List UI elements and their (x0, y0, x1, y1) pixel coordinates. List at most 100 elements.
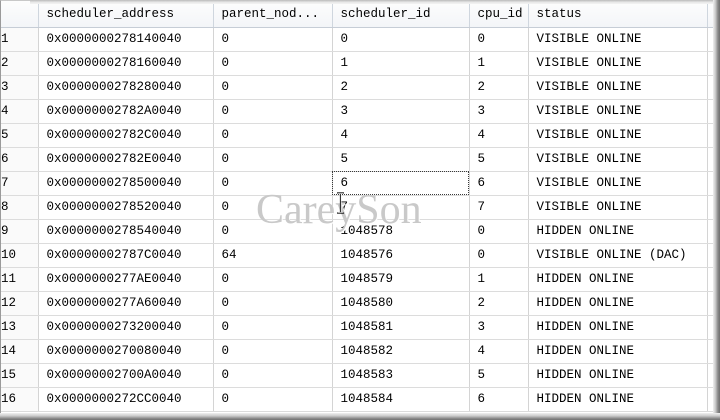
table-row[interactable]: 3 0x0000000278280040 0 2 2 VISIBLE ONLINE (1, 75, 720, 100)
row-number[interactable]: 16 (1, 387, 39, 412)
cell-scheduler-id[interactable]: 1048578 (332, 219, 470, 244)
table-row[interactable]: 7 0x0000000278500040 0 6 6 VISIBLE ONLINE (1, 171, 720, 196)
cell-parent-node[interactable]: 0 (213, 195, 333, 220)
table-row[interactable]: 9 0x0000000278540040 0 1048578 0 HIDDEN ONLIN… (1, 219, 720, 244)
cell-status[interactable]: VISIBLE ONLINE (528, 51, 708, 76)
table-row[interactable]: 6 0x00000002782E0040 0 5 5 VISIBLE ONLINE (1, 147, 720, 172)
cell-scheduler-id[interactable]: 5 (332, 147, 470, 172)
row-number[interactable]: 8 (1, 195, 39, 220)
cell-cpu-id[interactable]: 0 (469, 243, 529, 268)
column-header-scheduler-id[interactable]: scheduler_id (332, 1, 470, 28)
row-number-column-header[interactable] (1, 1, 39, 28)
cell-scheduler-address[interactable]: 0x0000000277AE0040 (38, 267, 214, 292)
row-number[interactable]: 9 (1, 219, 39, 244)
column-header-status[interactable]: status (528, 1, 708, 28)
table-row[interactable]: 10 0x00000002787C0040 64 1048576 0 VISIBLE ON… (1, 243, 720, 268)
cell-status[interactable]: HIDDEN ONLINE (528, 315, 708, 340)
row-number[interactable]: 7 (1, 171, 39, 196)
table-row[interactable]: 5 0x00000002782C0040 0 4 4 VISIBLE ONLINE (1, 123, 720, 148)
row-number[interactable]: 12 (1, 291, 39, 316)
cell-cpu-id[interactable]: 5 (469, 147, 529, 172)
row-number[interactable]: 4 (1, 99, 39, 124)
cell-cpu-id[interactable]: 6 (469, 387, 529, 412)
cell-scheduler-id[interactable]: 1 (332, 51, 470, 76)
row-number[interactable]: 5 (1, 123, 39, 148)
row-number[interactable]: 15 (1, 363, 39, 388)
column-header-cpu-id[interactable]: cpu_id (469, 1, 529, 28)
row-number[interactable]: 13 (1, 315, 39, 340)
row-number[interactable]: 6 (1, 147, 39, 172)
table-row[interactable]: 4 0x00000002782A0040 0 3 3 VISIBLE ONLINE (1, 99, 720, 124)
cell-status[interactable]: HIDDEN ONLINE (528, 387, 708, 412)
cell-scheduler-address[interactable]: 0x0000000270080040 (38, 339, 214, 364)
cell-scheduler-id[interactable]: 1048576 (332, 243, 470, 268)
cell-status[interactable]: HIDDEN ONLINE (528, 363, 708, 388)
cell-parent-node[interactable]: 0 (213, 51, 333, 76)
row-number[interactable]: 14 (1, 339, 39, 364)
table-row[interactable]: 13 0x0000000273200040 0 1048581 3 HIDDEN ONLI… (1, 315, 720, 340)
cell-parent-node[interactable]: 0 (213, 267, 333, 292)
cell-scheduler-address[interactable]: 0x0000000272CC0040 (38, 387, 214, 412)
table-row[interactable]: 12 0x0000000277A60040 0 1048580 2 HIDDEN ONLI… (1, 291, 720, 316)
cell-scheduler-id[interactable]: 1048579 (332, 267, 470, 292)
cell-scheduler-address[interactable]: 0x0000000278520040 (38, 195, 214, 220)
cell-status[interactable]: VISIBLE ONLINE (528, 123, 708, 148)
cell-parent-node[interactable]: 0 (213, 363, 333, 388)
cell-cpu-id[interactable]: 2 (469, 75, 529, 100)
cell-parent-node[interactable]: 0 (213, 147, 333, 172)
cell-scheduler-address[interactable]: 0x0000000278540040 (38, 219, 214, 244)
table-row[interactable]: 15 0x00000002700A0040 0 1048583 5 HIDDEN ONLI… (1, 363, 720, 388)
cell-parent-node[interactable]: 0 (213, 75, 333, 100)
selected-cell[interactable]: 6 (332, 171, 470, 196)
cell-scheduler-address[interactable]: 0x00000002787C0040 (38, 243, 214, 268)
row-number[interactable]: 2 (1, 51, 39, 76)
cell-scheduler-address[interactable]: 0x0000000278500040 (38, 171, 214, 196)
cell-scheduler-address[interactable]: 0x0000000278160040 (38, 51, 214, 76)
cell-scheduler-id[interactable]: 0 (332, 27, 470, 52)
cell-parent-node[interactable]: 0 (213, 27, 333, 52)
cell-cpu-id[interactable]: 3 (469, 99, 529, 124)
row-number[interactable]: 11 (1, 267, 39, 292)
cell-scheduler-address[interactable]: 0x00000002700A0040 (38, 363, 214, 388)
cell-cpu-id[interactable]: 1 (469, 51, 529, 76)
cell-parent-node[interactable]: 0 (213, 339, 333, 364)
table-row[interactable]: 1 0x0000000278140040 0 0 0 VISIBLE ONLINE (1, 27, 720, 52)
cell-parent-node[interactable]: 0 (213, 291, 333, 316)
cell-cpu-id[interactable]: 6 (469, 171, 529, 196)
cell-cpu-id[interactable]: 7 (469, 195, 529, 220)
cell-cpu-id[interactable]: 2 (469, 291, 529, 316)
cell-cpu-id[interactable]: 4 (469, 123, 529, 148)
cell-scheduler-address[interactable]: 0x0000000278140040 (38, 27, 214, 52)
table-row[interactable]: 8 0x0000000278520040 0 7 7 VISIBLE ONLINE (1, 195, 720, 220)
table-row[interactable]: 2 0x0000000278160040 0 1 1 VISIBLE ONLINE (1, 51, 720, 76)
cell-parent-node[interactable]: 0 (213, 99, 333, 124)
cell-scheduler-address[interactable]: 0x0000000273200040 (38, 315, 214, 340)
row-number[interactable]: 10 (1, 243, 39, 268)
cell-scheduler-id[interactable]: 4 (332, 123, 470, 148)
cell-cpu-id[interactable]: 3 (469, 315, 529, 340)
cell-scheduler-id[interactable]: 1048584 (332, 387, 470, 412)
cell-cpu-id[interactable]: 4 (469, 339, 529, 364)
table-row[interactable]: 16 0x0000000272CC0040 0 1048584 6 HIDDEN ONLI… (1, 387, 720, 412)
cell-scheduler-id[interactable]: 7 (332, 195, 470, 220)
cell-cpu-id[interactable]: 1 (469, 267, 529, 292)
cell-parent-node[interactable]: 0 (213, 315, 333, 340)
cell-status[interactable]: VISIBLE ONLINE (528, 147, 708, 172)
cell-status[interactable]: HIDDEN ONLINE (528, 267, 708, 292)
cell-status[interactable]: VISIBLE ONLINE (DAC) (528, 243, 708, 268)
cell-scheduler-id[interactable]: 1048583 (332, 363, 470, 388)
cell-scheduler-id[interactable]: 1048581 (332, 315, 470, 340)
cell-status[interactable]: VISIBLE ONLINE (528, 27, 708, 52)
table-row[interactable]: 11 0x0000000277AE0040 0 1048579 1 HIDDEN ONLI… (1, 267, 720, 292)
cell-cpu-id[interactable]: 0 (469, 27, 529, 52)
cell-scheduler-id[interactable]: 1048580 (332, 291, 470, 316)
cell-scheduler-address[interactable]: 0x00000002782E0040 (38, 147, 214, 172)
cell-scheduler-address[interactable]: 0x0000000278280040 (38, 75, 214, 100)
cell-scheduler-id[interactable]: 3 (332, 99, 470, 124)
cell-status[interactable]: VISIBLE ONLINE (528, 195, 708, 220)
cell-cpu-id[interactable]: 0 (469, 219, 529, 244)
cell-scheduler-address[interactable]: 0x0000000277A60040 (38, 291, 214, 316)
cell-scheduler-id[interactable]: 1048582 (332, 339, 470, 364)
cell-parent-node[interactable]: 0 (213, 123, 333, 148)
